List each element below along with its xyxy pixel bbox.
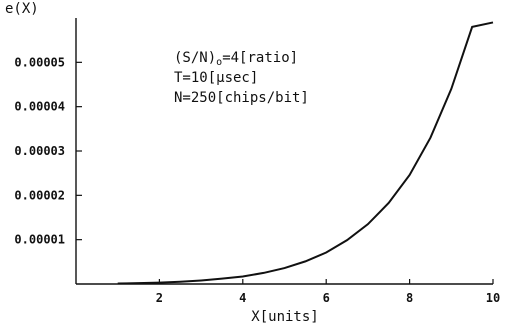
- annotation-part: (S/N): [174, 50, 216, 66]
- y-tick-label: 0.00005: [14, 55, 65, 69]
- series-layer: [117, 21, 494, 285]
- y-tick-label: 0.00003: [14, 144, 65, 158]
- x-ticks: 2 4 6 8 10: [156, 279, 500, 305]
- series-line: [117, 21, 494, 285]
- annotation-part: =4[ratio]: [222, 50, 298, 66]
- annotation-text: N=250[chips/bit]: [174, 90, 309, 106]
- x-tick-label: 4: [239, 291, 246, 305]
- annotation-text: (S/N)o=4[ratio]: [174, 50, 298, 68]
- x-tick-label: 8: [406, 291, 413, 305]
- y-axis-label: e(X): [5, 1, 39, 17]
- annotation-text: T=10[μsec]: [174, 70, 258, 86]
- x-tick-label: 6: [323, 291, 330, 305]
- x-tick-label: 2: [156, 291, 163, 305]
- annotation-subscript: o: [216, 57, 222, 68]
- y-tick-label: 0.00002: [14, 188, 65, 202]
- y-tick-label: 0.00004: [14, 100, 65, 114]
- annotation-layer: (S/N)o=4[ratio] T=10[μsec] N=250[chips/bit…: [174, 50, 309, 106]
- y-tick-label: 0.00001: [14, 233, 65, 247]
- y-ticks: 0.00001 0.00002 0.00003 0.00004 0.00005: [14, 55, 82, 247]
- x-axis-label: X[units]: [251, 309, 318, 325]
- x-tick-label: 10: [486, 291, 500, 305]
